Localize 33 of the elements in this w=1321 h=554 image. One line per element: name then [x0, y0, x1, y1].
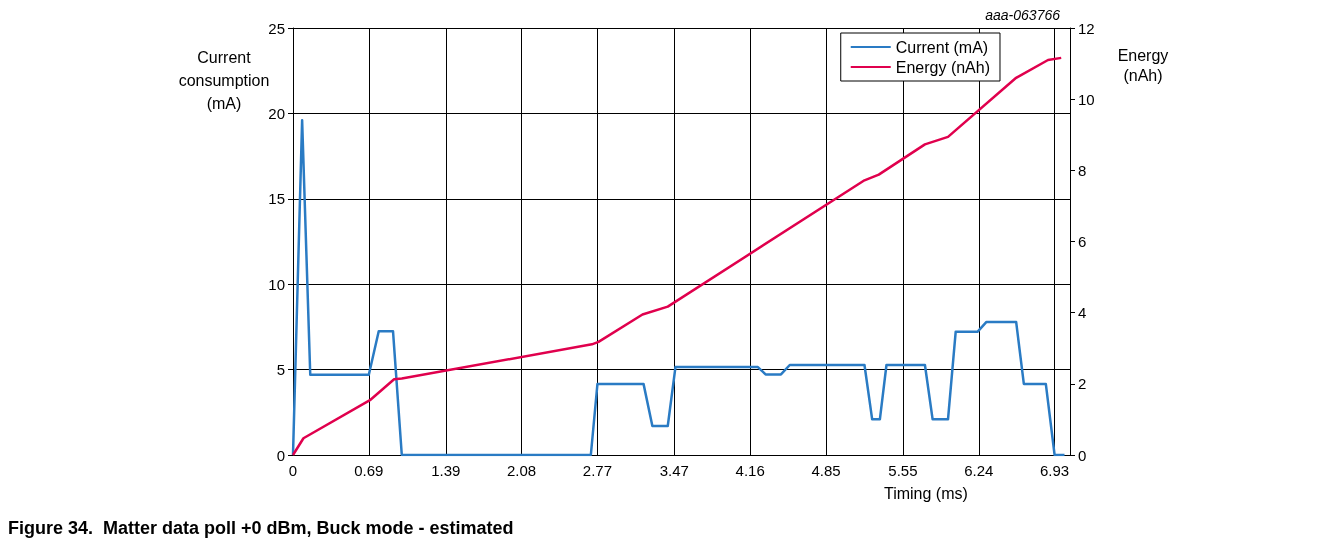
y-tick-label: 5	[276, 361, 285, 379]
y2-tick-label: 12	[1078, 19, 1095, 37]
x-axis-title: Timing (ms)	[884, 484, 968, 502]
y-tick-label: 15	[268, 190, 285, 208]
legend-label: Energy (nAh)	[895, 58, 990, 76]
y2-tick-label: 6	[1078, 233, 1087, 250]
y2-tick-label: 0	[1078, 446, 1087, 464]
x-tick-label: 3.47	[659, 462, 689, 479]
x-tick-label: 5.55	[888, 462, 918, 479]
x-tick-label: 2.77	[582, 462, 613, 479]
y2-tick-label: 10	[1078, 90, 1095, 108]
y2-tick-label: 2	[1078, 375, 1087, 393]
y2-tick-label: 8	[1078, 161, 1087, 179]
line-series	[291, 56, 1063, 457]
y2-axis-title: Energy (nAh)	[1116, 46, 1170, 86]
legend-label: Current (mA)	[895, 38, 989, 56]
x-tick-label: 6.93	[1040, 462, 1070, 479]
y-tick-label: 25	[268, 19, 285, 37]
y-tick-label: 10	[268, 275, 285, 293]
text: aaa-063766	[985, 7, 1061, 23]
x-tick-label: 4.85	[811, 462, 841, 479]
y-tick-label: 0	[276, 446, 285, 464]
x-tick-label: 4.16	[735, 462, 765, 479]
x-tick-label: 1.39	[431, 462, 461, 479]
y-tick-label: 20	[268, 104, 285, 122]
x-tick-label: 6.24	[964, 462, 994, 479]
text: Figure 34. Matter data poll +0 dBm, Buck mode - estimated	[8, 518, 514, 538]
y-axis-title: Current consumption (mA)	[178, 49, 270, 112]
x-tick-label: 0	[288, 462, 298, 479]
y2-tick-label: 4	[1078, 304, 1087, 322]
line-series	[291, 118, 1066, 457]
x-tick-label: 2.08	[506, 462, 537, 479]
x-tick-label: 0.69	[354, 462, 384, 479]
